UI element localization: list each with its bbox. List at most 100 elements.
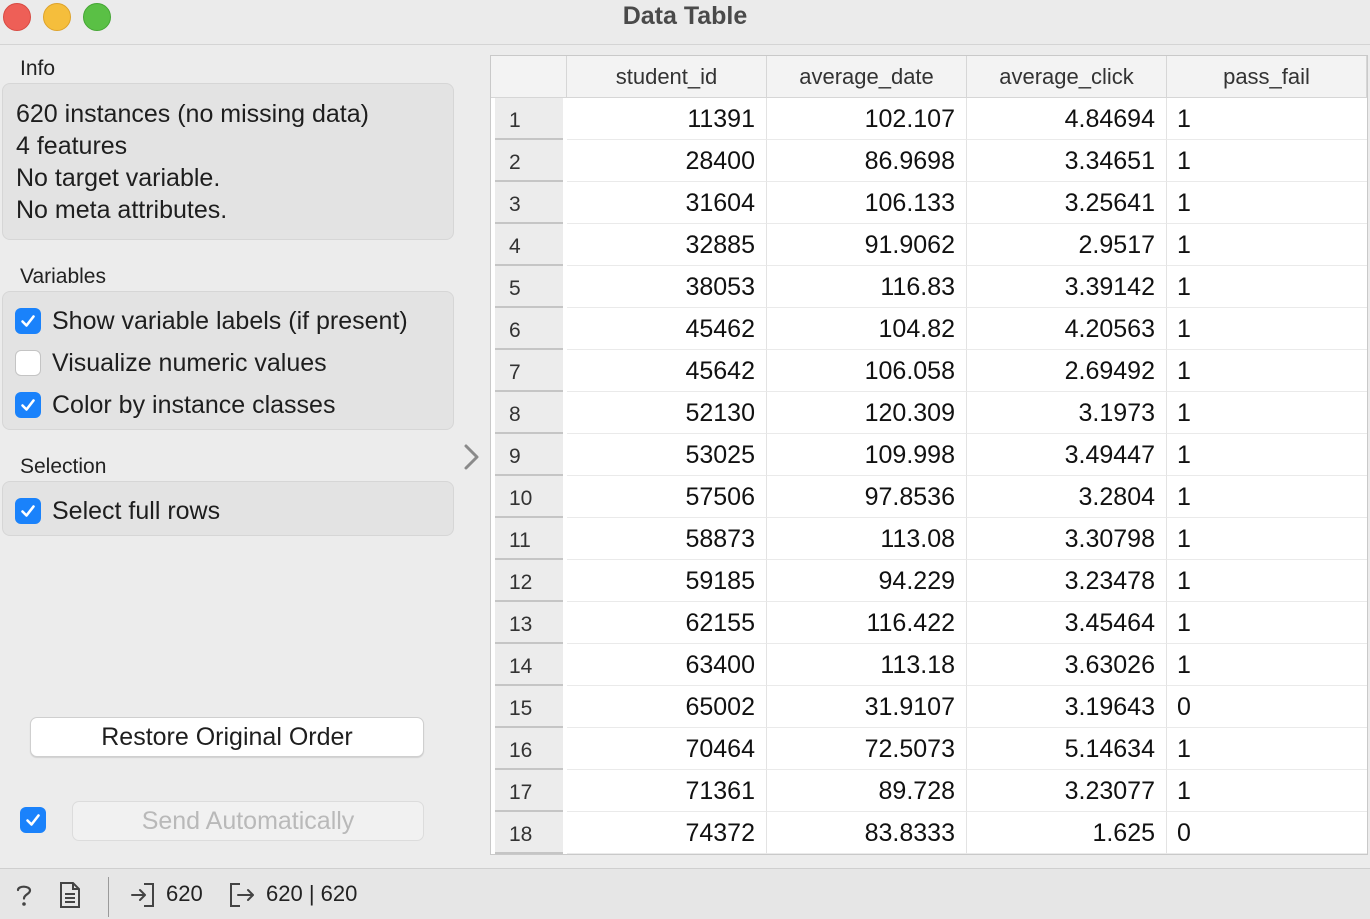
show-variable-labels-checkbox[interactable] [15,308,41,334]
restore-original-order-button[interactable]: Restore Original Order [30,717,424,757]
cell-average-date[interactable]: 89.728 [767,770,967,812]
cell-average-click[interactable]: 4.84694 [967,98,1167,140]
row-header[interactable]: 9 [495,434,563,476]
table-row[interactable]: 5 38053 116.83 3.39142 1 [491,266,1367,308]
cell-average-date[interactable]: 102.107 [767,98,967,140]
table-corner[interactable] [491,56,567,98]
visualize-numeric-option[interactable]: Visualize numeric values [15,348,327,378]
cell-average-click[interactable]: 1.625 [967,812,1167,854]
send-automatically-button[interactable]: Send Automatically [72,801,424,841]
zoom-window-button[interactable] [83,3,111,31]
cell-average-date[interactable]: 106.133 [767,182,967,224]
row-header[interactable]: 17 [495,770,563,812]
row-header[interactable]: 11 [495,518,563,560]
cell-pass-fail[interactable]: 1 [1167,770,1367,812]
row-header[interactable]: 10 [495,476,563,518]
table-row[interactable]: 13 62155 116.422 3.45464 1 [491,602,1367,644]
cell-student-id[interactable]: 53025 [567,434,767,476]
row-header[interactable]: 18 [495,812,563,854]
cell-pass-fail[interactable]: 1 [1167,182,1367,224]
table-row[interactable]: 15 65002 31.9107 3.19643 0 [491,686,1367,728]
row-header[interactable]: 7 [495,350,563,392]
cell-average-click[interactable]: 3.2804 [967,476,1167,518]
column-header-average-date[interactable]: average_date [767,56,967,98]
cell-average-date[interactable]: 97.8536 [767,476,967,518]
row-header[interactable]: 14 [495,644,563,686]
table-row[interactable]: 4 32885 91.9062 2.9517 1 [491,224,1367,266]
cell-average-click[interactable]: 3.1973 [967,392,1167,434]
cell-average-click[interactable]: 3.63026 [967,644,1167,686]
cell-pass-fail[interactable]: 1 [1167,602,1367,644]
select-full-rows-option[interactable]: Select full rows [15,496,220,526]
cell-average-click[interactable]: 4.20563 [967,308,1167,350]
cell-average-click[interactable]: 3.39142 [967,266,1167,308]
cell-pass-fail[interactable]: 0 [1167,686,1367,728]
cell-pass-fail[interactable]: 0 [1167,812,1367,854]
column-header-average-click[interactable]: average_click [967,56,1167,98]
cell-pass-fail[interactable]: 1 [1167,560,1367,602]
select-full-rows-checkbox[interactable] [15,498,41,524]
cell-average-click[interactable]: 3.19643 [967,686,1167,728]
cell-average-date[interactable]: 83.8333 [767,812,967,854]
cell-student-id[interactable]: 45462 [567,308,767,350]
cell-average-date[interactable]: 72.5073 [767,728,967,770]
table-row[interactable]: 3 31604 106.133 3.25641 1 [491,182,1367,224]
cell-student-id[interactable]: 28400 [567,140,767,182]
cell-average-click[interactable]: 3.30798 [967,518,1167,560]
cell-student-id[interactable]: 57506 [567,476,767,518]
cell-student-id[interactable]: 62155 [567,602,767,644]
cell-pass-fail[interactable]: 1 [1167,434,1367,476]
cell-average-click[interactable]: 3.49447 [967,434,1167,476]
cell-average-date[interactable]: 94.229 [767,560,967,602]
cell-average-click[interactable]: 2.9517 [967,224,1167,266]
table-row[interactable]: 1 11391 102.107 4.84694 1 [491,98,1367,140]
cell-average-click[interactable]: 3.34651 [967,140,1167,182]
show-variable-labels-option[interactable]: Show variable labels (if present) [15,306,408,336]
cell-student-id[interactable]: 58873 [567,518,767,560]
minimize-window-button[interactable] [43,3,71,31]
cell-student-id[interactable]: 52130 [567,392,767,434]
cell-average-date[interactable]: 113.08 [767,518,967,560]
cell-average-click[interactable]: 3.25641 [967,182,1167,224]
chevron-right-icon[interactable] [460,443,484,471]
cell-average-date[interactable]: 104.82 [767,308,967,350]
cell-average-date[interactable]: 86.9698 [767,140,967,182]
visualize-numeric-checkbox[interactable] [15,350,41,376]
row-header[interactable]: 13 [495,602,563,644]
row-header[interactable]: 8 [495,392,563,434]
cell-pass-fail[interactable]: 1 [1167,644,1367,686]
cell-average-date[interactable]: 31.9107 [767,686,967,728]
table-row[interactable]: 8 52130 120.309 3.1973 1 [491,392,1367,434]
table-row[interactable]: 2 28400 86.9698 3.34651 1 [491,140,1367,182]
color-by-class-checkbox[interactable] [15,392,41,418]
table-row[interactable]: 7 45642 106.058 2.69492 1 [491,350,1367,392]
row-header[interactable]: 6 [495,308,563,350]
data-table[interactable]: student_id average_date average_click pa… [490,55,1368,855]
cell-pass-fail[interactable]: 1 [1167,266,1367,308]
cell-average-date[interactable]: 109.998 [767,434,967,476]
cell-pass-fail[interactable]: 1 [1167,308,1367,350]
cell-average-click[interactable]: 3.23077 [967,770,1167,812]
cell-pass-fail[interactable]: 1 [1167,476,1367,518]
row-header[interactable]: 16 [495,728,563,770]
cell-student-id[interactable]: 74372 [567,812,767,854]
cell-average-click[interactable]: 2.69492 [967,350,1167,392]
cell-average-date[interactable]: 91.9062 [767,224,967,266]
color-by-class-option[interactable]: Color by instance classes [15,390,335,420]
column-header-student-id[interactable]: student_id [567,56,767,98]
report-icon[interactable] [58,881,82,909]
row-header[interactable]: 5 [495,266,563,308]
table-row[interactable]: 18 74372 83.8333 1.625 0 [491,812,1367,854]
cell-student-id[interactable]: 59185 [567,560,767,602]
table-row[interactable]: 6 45462 104.82 4.20563 1 [491,308,1367,350]
row-header[interactable]: 12 [495,560,563,602]
cell-student-id[interactable]: 71361 [567,770,767,812]
cell-average-click[interactable]: 3.45464 [967,602,1167,644]
row-header[interactable]: 2 [495,140,563,182]
cell-average-date[interactable]: 113.18 [767,644,967,686]
table-row[interactable]: 14 63400 113.18 3.63026 1 [491,644,1367,686]
cell-average-click[interactable]: 5.14634 [967,728,1167,770]
close-window-button[interactable] [3,3,31,31]
cell-average-date[interactable]: 106.058 [767,350,967,392]
row-header[interactable]: 15 [495,686,563,728]
